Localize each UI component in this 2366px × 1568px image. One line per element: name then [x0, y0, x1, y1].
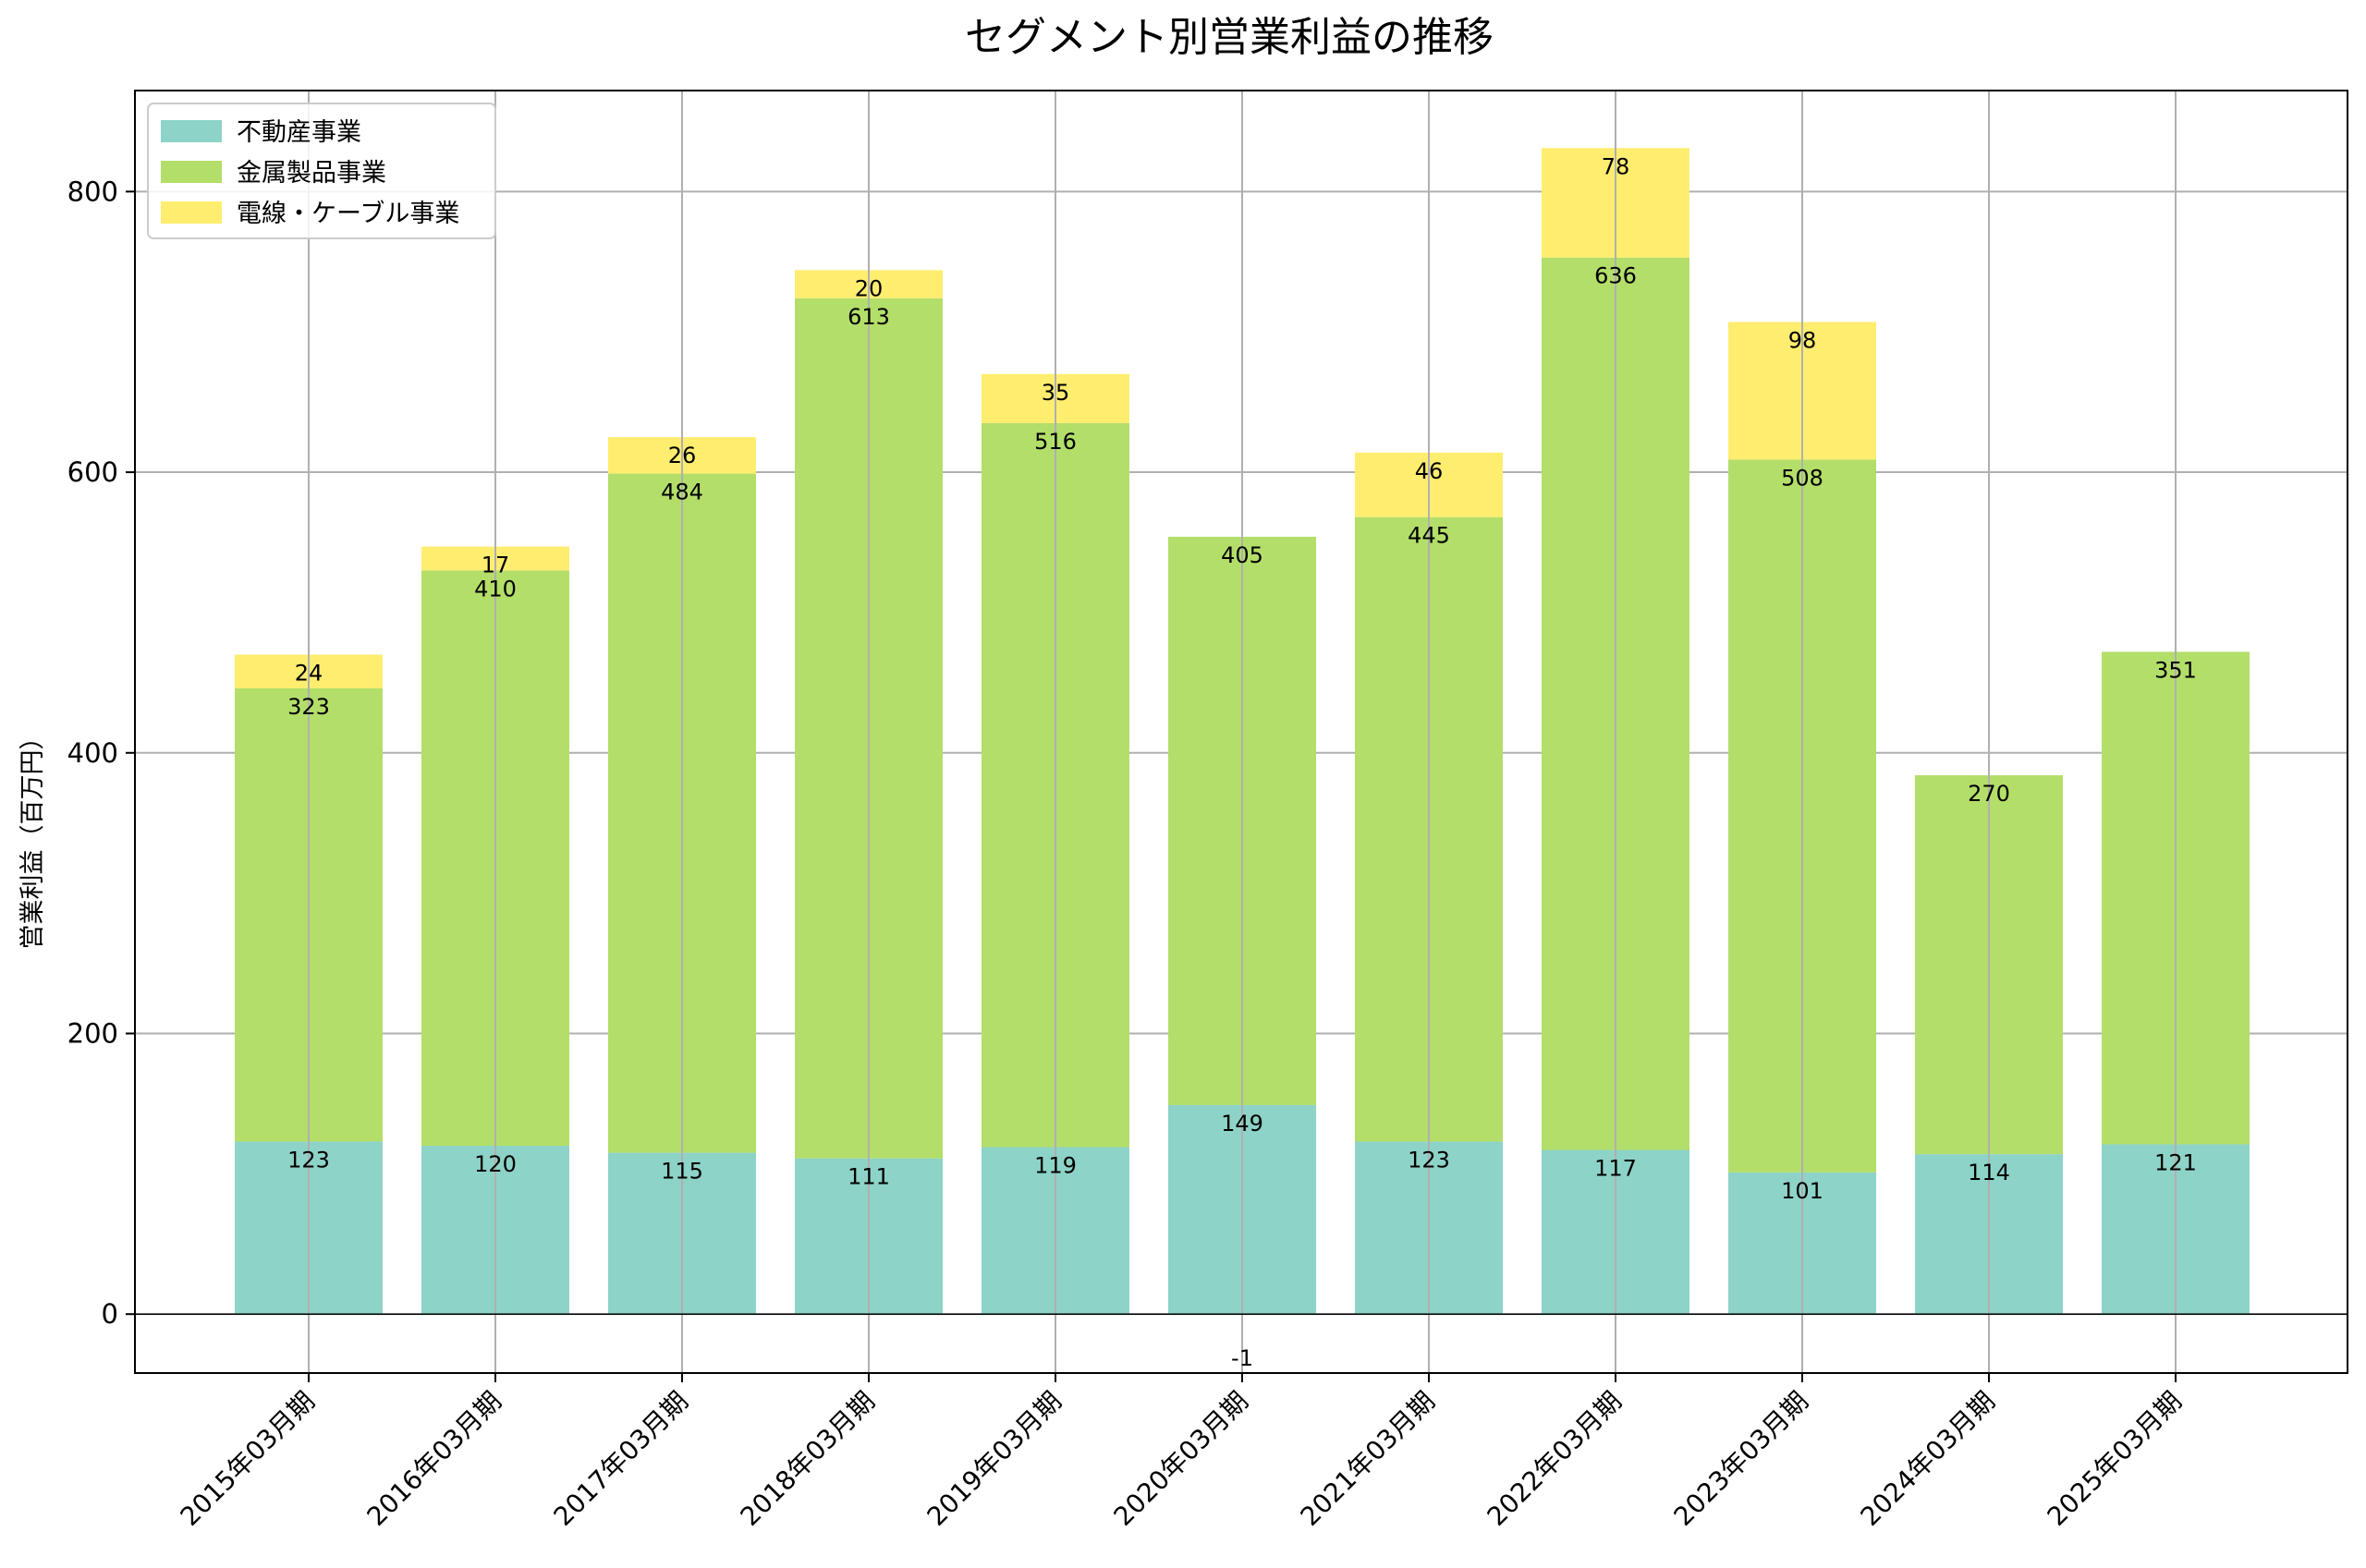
- legend-swatch: [161, 161, 222, 183]
- legend-box: [147, 103, 496, 239]
- data-label: 115: [661, 1159, 703, 1185]
- y-tick-label: 0: [102, 1298, 118, 1330]
- x-tick-label: 2019年03月期: [921, 1386, 1067, 1532]
- data-label: 405: [1221, 542, 1263, 568]
- data-label: 121: [2154, 1149, 2197, 1175]
- x-tick-label: 2017年03月期: [548, 1386, 694, 1532]
- data-label: 35: [1042, 380, 1070, 406]
- x-tick-label: 2015年03月期: [175, 1386, 321, 1532]
- data-label: 101: [1781, 1178, 1823, 1204]
- chart-title: セグメント別営業利益の推移: [965, 14, 1494, 61]
- data-label: 351: [2154, 657, 2197, 683]
- legend-entry: 金属製品事業: [237, 159, 386, 188]
- x-tick-label: 2022年03月期: [1482, 1386, 1628, 1532]
- x-tick-label: 2025年03月期: [2042, 1386, 2188, 1532]
- y-axis-label: 営業利益（百万円）: [18, 725, 47, 950]
- data-label: 17: [482, 553, 510, 578]
- y-tick-label: 400: [67, 737, 118, 769]
- data-label: 636: [1594, 263, 1637, 289]
- data-label: -1: [1231, 1345, 1253, 1371]
- data-label: 445: [1408, 523, 1450, 549]
- data-label: 410: [474, 576, 517, 602]
- data-label: 78: [1602, 153, 1630, 179]
- x-tick-label: 2020年03月期: [1108, 1386, 1254, 1532]
- y-tick-label: 600: [67, 456, 118, 488]
- data-label: 46: [1415, 458, 1444, 484]
- y-tick-label: 800: [67, 176, 118, 207]
- data-label: 111: [848, 1164, 890, 1190]
- data-label: 26: [668, 443, 697, 468]
- legend-swatch: [161, 120, 222, 142]
- x-tick-label: 2016年03月期: [361, 1386, 507, 1532]
- data-label: 508: [1781, 465, 1823, 491]
- data-label: 123: [287, 1147, 330, 1173]
- x-tick-label: 2021年03月期: [1295, 1386, 1441, 1532]
- data-label: 270: [1968, 781, 2010, 807]
- data-label: 323: [287, 694, 330, 720]
- x-tick-label: 2023年03月期: [1668, 1386, 1814, 1532]
- y-tick-label: 200: [67, 1017, 118, 1049]
- data-label: 516: [1034, 429, 1077, 455]
- data-label: 120: [474, 1151, 517, 1177]
- data-label: 117: [1594, 1156, 1637, 1182]
- data-label: 149: [1221, 1111, 1263, 1136]
- x-tick-label: 2024年03月期: [1855, 1386, 2001, 1532]
- legend-swatch: [161, 201, 222, 224]
- legend-entry: 電線・ケーブル事業: [237, 200, 459, 228]
- data-label: 119: [1034, 1153, 1077, 1179]
- data-labels: 123 120 115 111 119 149 123 117 101 114 121 323 410 4…: [287, 153, 2197, 1371]
- data-label: 484: [661, 480, 703, 505]
- legend-entry: 不動産事業: [237, 118, 361, 147]
- bars: [235, 91, 2250, 1373]
- data-label: 98: [1788, 328, 1817, 354]
- data-label: 114: [1968, 1160, 2010, 1185]
- data-label: 613: [848, 304, 890, 330]
- data-label: 123: [1408, 1147, 1450, 1173]
- x-tick-label: 2018年03月期: [735, 1386, 881, 1532]
- data-label: 24: [295, 660, 323, 686]
- data-label: 20: [855, 275, 884, 301]
